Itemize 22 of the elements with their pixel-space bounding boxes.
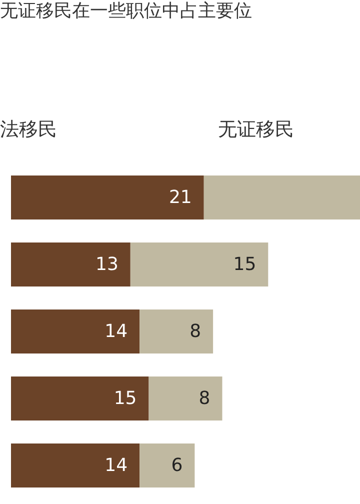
bar — [11, 376, 149, 420]
data-label: 14 — [104, 321, 128, 342]
bar — [204, 176, 360, 220]
bar — [140, 310, 214, 354]
bar — [11, 310, 140, 354]
data-label: 13 — [95, 254, 118, 275]
bar — [11, 176, 204, 220]
data-label: 15 — [114, 388, 137, 409]
data-label: 8 — [198, 388, 210, 409]
data-label: 6 — [171, 455, 183, 476]
chart-title: 无证移民在一些职位中占主要位 — [0, 0, 252, 22]
data-label: 8 — [190, 321, 202, 342]
data-label: 21 — [168, 187, 192, 208]
bar — [140, 444, 195, 488]
data-label: 14 — [104, 455, 128, 476]
bar — [130, 242, 268, 286]
series-label: 无证移民 — [218, 118, 294, 140]
series-label: 法移民 — [0, 118, 57, 140]
data-label: 15 — [233, 254, 256, 275]
bar — [11, 444, 140, 488]
bar — [11, 242, 130, 286]
bar — [148, 376, 222, 420]
